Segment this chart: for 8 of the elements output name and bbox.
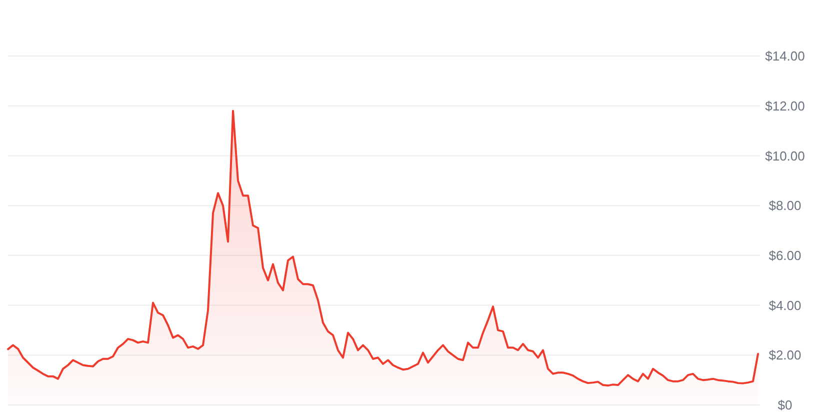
y-tick-label: $0: [778, 398, 792, 412]
y-tick-label: $12.00: [765, 98, 805, 114]
y-tick-label: $4.00: [768, 298, 802, 313]
y-tick-label: $6.00: [768, 248, 802, 263]
y-tick-label: $14.00: [765, 48, 805, 64]
y-tick-label: $2.00: [768, 348, 802, 363]
y-tick-label: $10.00: [765, 148, 805, 164]
y-tick-label: $8.00: [768, 198, 802, 214]
